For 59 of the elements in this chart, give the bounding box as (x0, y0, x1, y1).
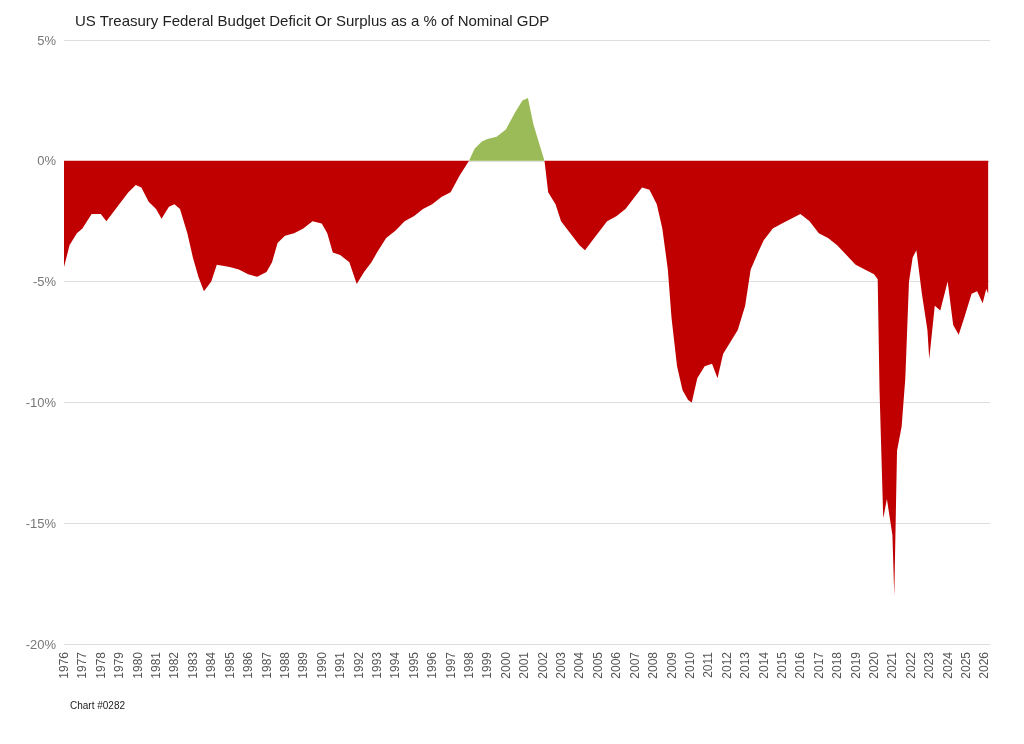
x-tick-label: 2026 (977, 651, 992, 679)
x-tick-label: 2025 (959, 651, 974, 679)
x-tick-label: 2002 (535, 651, 550, 679)
x-tick-label: 2010 (682, 651, 697, 679)
x-tick-label: 2024 (940, 651, 955, 679)
y-tick-label: -15% (25, 515, 57, 531)
x-tick-label: 1990 (314, 651, 329, 679)
x-tick-label: 1984 (204, 651, 219, 679)
x-tick-label: 1995 (406, 651, 421, 679)
x-tick-label: 2001 (517, 651, 532, 679)
x-tick-label: 1997 (443, 651, 458, 679)
x-tick-label: 2003 (554, 651, 569, 679)
x-tick-label: 2021 (885, 651, 900, 679)
x-tick-label: 2018 (830, 651, 845, 679)
x-tick-label: 2019 (848, 651, 863, 679)
x-tick-label: 1998 (462, 651, 477, 679)
x-tick-label: 1979 (112, 651, 127, 679)
x-tick-label: 2015 (774, 651, 789, 679)
x-tick-label: 1992 (351, 651, 366, 679)
x-tick-label: 1988 (277, 651, 292, 679)
x-tick-label: 1994 (388, 651, 403, 679)
x-tick-label: 1987 (259, 651, 274, 679)
x-tick-label: 2017 (811, 651, 826, 679)
y-tick-label: 0% (37, 153, 57, 169)
x-tick-label: 1985 (222, 651, 237, 679)
y-tick-label: -20% (25, 636, 57, 652)
x-tick-label: 2014 (756, 651, 771, 679)
x-tick-label: 2013 (738, 651, 753, 679)
x-tick-label: 2006 (609, 651, 624, 679)
x-tick-label: 2016 (793, 651, 808, 679)
x-tick-label: 2008 (646, 651, 661, 679)
x-tick-label: 1989 (296, 651, 311, 679)
x-tick-label: 1986 (241, 651, 256, 679)
x-tick-label: 1993 (369, 651, 384, 679)
x-tick-label: 2005 (590, 651, 605, 679)
x-tick-label: 1983 (185, 651, 200, 679)
x-tick-label: 1996 (425, 651, 440, 679)
x-tick-label: 1977 (75, 651, 90, 679)
x-tick-label: 1980 (130, 651, 145, 679)
x-tick-label: 2009 (664, 651, 679, 679)
x-tick-label: 1981 (149, 651, 164, 679)
x-tick-label: 1999 (480, 651, 495, 679)
x-tick-label: 2023 (922, 651, 937, 679)
x-tick-label: 2012 (719, 651, 734, 679)
x-tick-label: 2004 (572, 651, 587, 679)
x-tick-label: 2011 (701, 651, 716, 678)
x-tick-label: 2000 (498, 651, 513, 679)
x-tick-label: 1982 (167, 651, 182, 679)
text: Chart #0282 (70, 699, 126, 711)
y-tick-label: -10% (25, 394, 57, 410)
y-tick-label: -5% (32, 274, 57, 290)
x-tick-label: 1978 (93, 651, 108, 679)
x-tick-label: 2020 (867, 651, 882, 679)
x-tick-label: 2007 (627, 651, 642, 679)
y-tick-label: 5% (37, 32, 57, 48)
x-tick-label: 1991 (333, 651, 348, 679)
chart-title: US Treasury Federal Budget Deficit Or Surplus as a % of Nominal GDP (75, 12, 550, 29)
x-tick-label: 2022 (903, 651, 918, 679)
x-tick-label: 1976 (57, 651, 71, 679)
